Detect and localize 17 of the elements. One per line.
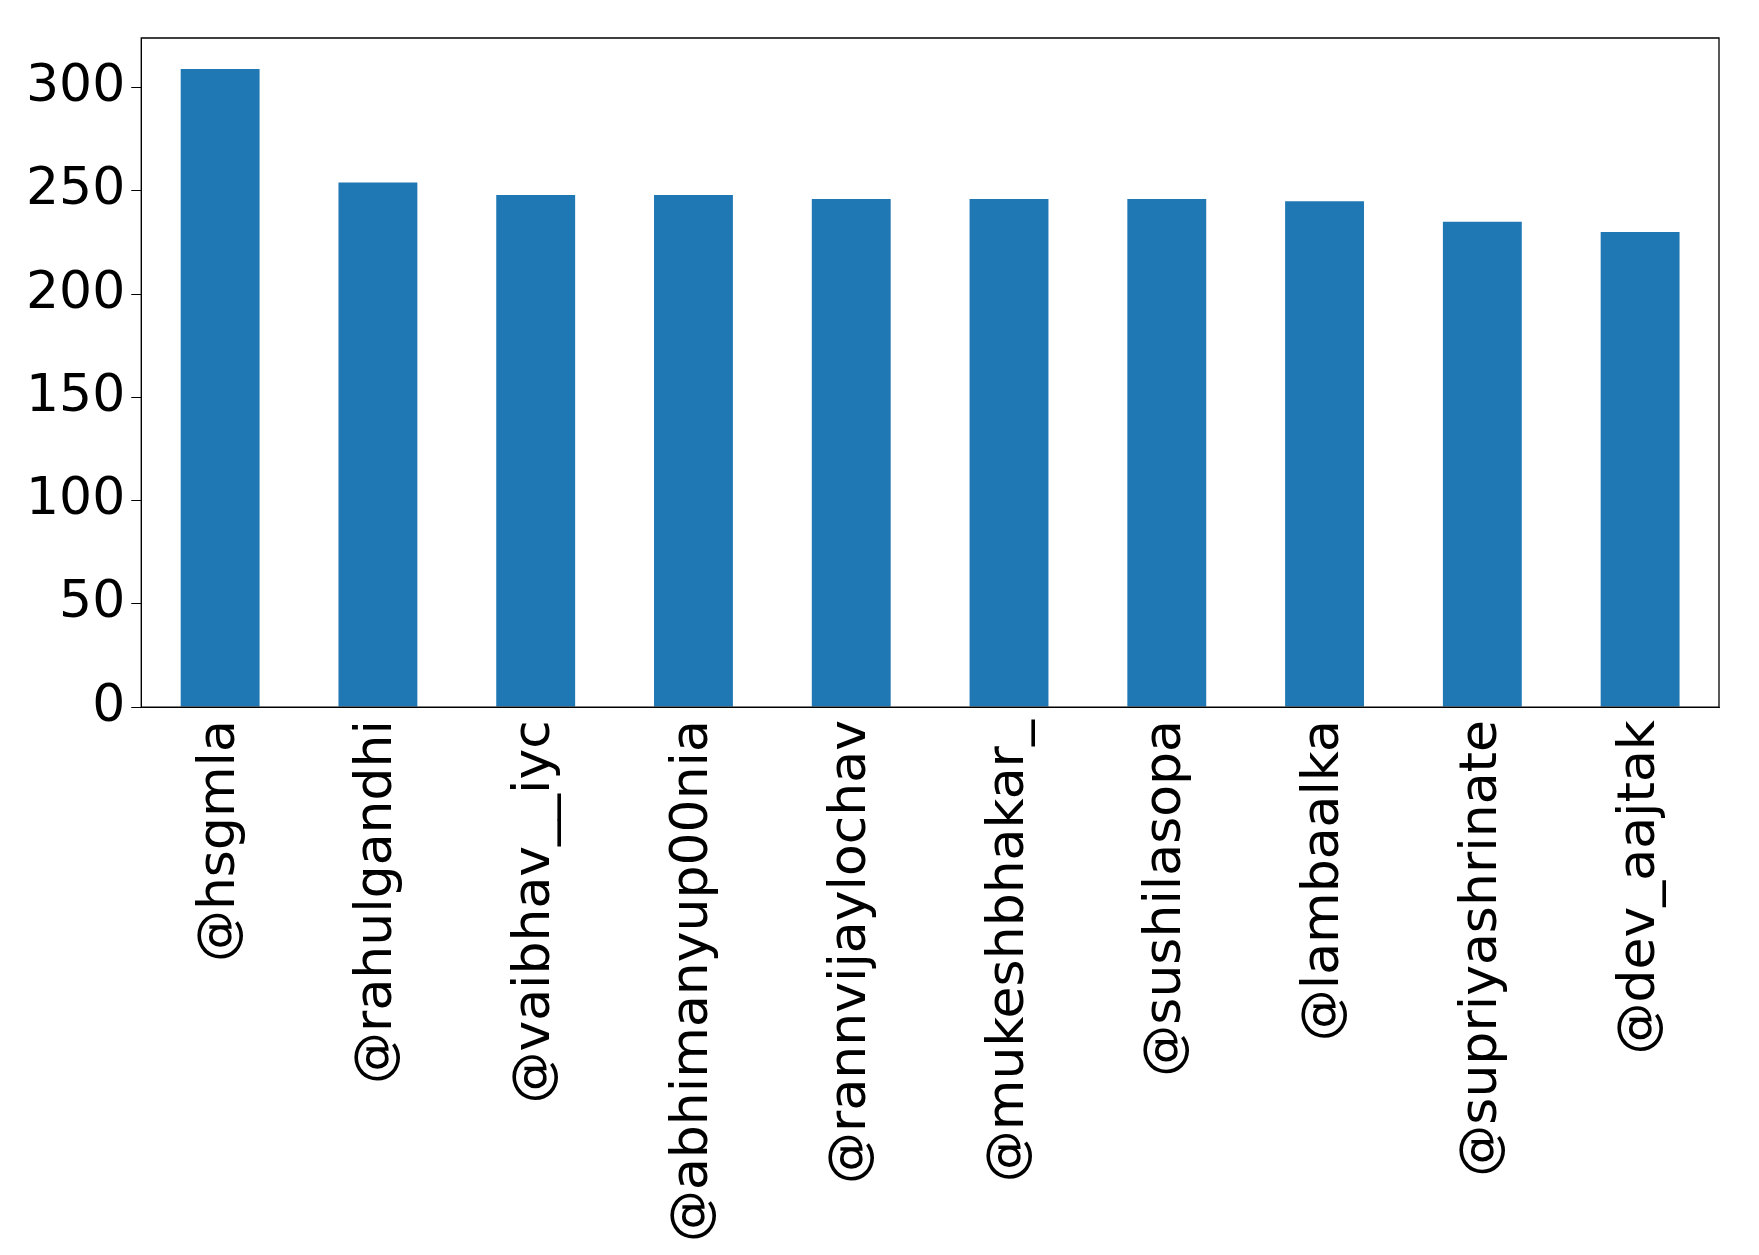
x-tick-label: @rahulgandhi [343, 720, 404, 1084]
x-tick-label: @lambaalka [1290, 720, 1351, 1042]
x-tick-label: @sushilasopa [1132, 720, 1193, 1077]
y-tick-label: 300 [25, 53, 126, 114]
x-tick-label: @dev_aajtak [1605, 720, 1666, 1055]
x-tick-label: @supriyashrinate [1447, 720, 1508, 1177]
y-tick-label: 0 [92, 672, 126, 733]
y-tick-label: 150 [25, 362, 126, 423]
x-tick-label: @hsgmla [185, 720, 246, 963]
y-tick-label: 200 [25, 259, 126, 320]
x-tick-label: @abhimanyup00nia [658, 720, 719, 1243]
x-tick-label: @vaibhav__iyc [501, 720, 562, 1104]
x-tick-label: @rannvijaylochav [816, 720, 877, 1184]
y-tick-label: 100 [25, 466, 126, 527]
x-tick-label: @mukeshbhakar_ [974, 719, 1035, 1183]
y-tick-label: 250 [25, 156, 126, 217]
y-tick-label: 50 [59, 569, 126, 630]
